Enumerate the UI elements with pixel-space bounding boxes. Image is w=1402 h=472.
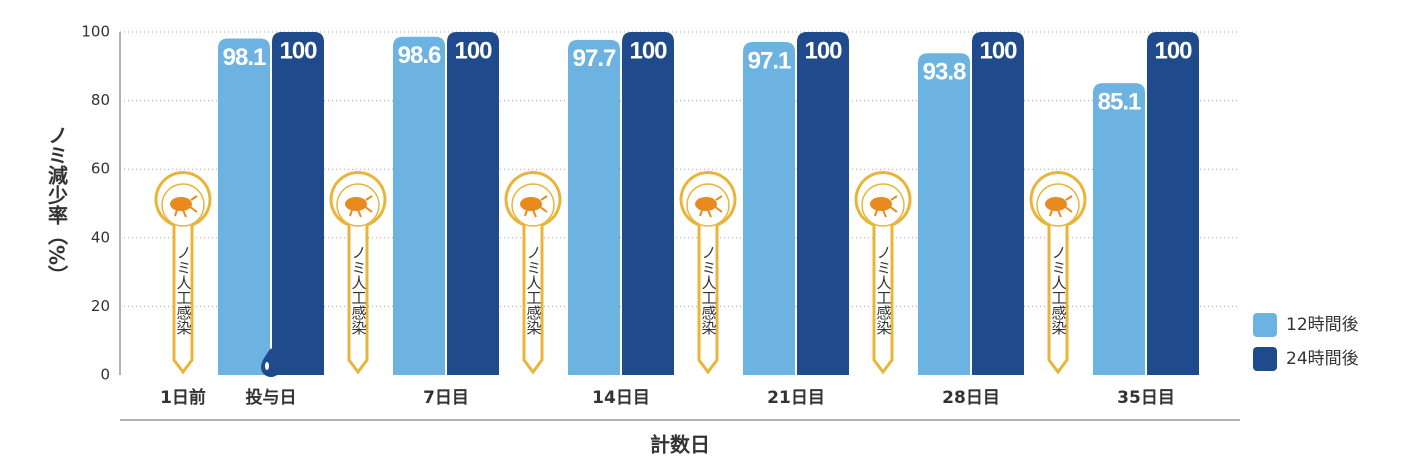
y-tick-label: 40 bbox=[91, 228, 110, 246]
flea-icon bbox=[1045, 197, 1067, 211]
annotation: ノミ人工感染 bbox=[700, 245, 718, 335]
bar bbox=[622, 32, 674, 375]
flea-icon bbox=[870, 197, 892, 211]
flea-icon bbox=[345, 197, 367, 211]
bar bbox=[218, 38, 270, 375]
value-label: 98.6 bbox=[398, 42, 441, 69]
value-label: 93.8 bbox=[923, 59, 966, 86]
y-tick-label: 0 bbox=[100, 366, 110, 384]
bar bbox=[393, 36, 445, 375]
flea-legs bbox=[699, 195, 723, 218]
y-axis-label: ノミ減少率（%） bbox=[45, 125, 69, 285]
x-tick-label: 7日目 bbox=[423, 388, 469, 408]
drop-icon bbox=[261, 348, 281, 377]
marker-shape bbox=[1029, 171, 1087, 375]
annotation: ノミ人工感染 bbox=[875, 245, 893, 335]
value-label: 100 bbox=[1154, 37, 1192, 64]
bar bbox=[447, 32, 499, 375]
bar bbox=[743, 41, 795, 376]
annotation: ノミ人工感染 bbox=[525, 245, 543, 335]
flea-icon bbox=[520, 197, 542, 211]
annotation: ノミ人工感染 bbox=[1050, 245, 1068, 335]
bar bbox=[972, 32, 1024, 375]
infection-marker: ノミ人工感染 bbox=[154, 171, 212, 375]
value-label: 100 bbox=[804, 37, 842, 64]
legend-swatch bbox=[1253, 313, 1277, 337]
bar bbox=[1093, 83, 1145, 376]
bar bbox=[797, 32, 849, 375]
legend-swatch bbox=[1253, 347, 1277, 371]
flea-legs bbox=[349, 195, 373, 218]
legend-label: 24時間後 bbox=[1286, 349, 1359, 369]
annotation: ノミ人工感染 bbox=[175, 245, 193, 335]
flea-legs bbox=[174, 195, 198, 218]
y-tick-label: 80 bbox=[91, 91, 110, 109]
bar bbox=[568, 39, 620, 375]
infection-marker: ノミ人工感染 bbox=[504, 171, 562, 375]
bar bbox=[1147, 32, 1199, 375]
flea-legs bbox=[1049, 195, 1073, 218]
marker-shape bbox=[854, 171, 912, 375]
bar bbox=[918, 53, 970, 376]
legend-label: 12時間後 bbox=[1286, 315, 1359, 335]
bar bbox=[272, 32, 324, 375]
annotation: ノミ人工感染 bbox=[350, 245, 368, 335]
drop-shine bbox=[265, 362, 269, 370]
value-label: 100 bbox=[454, 37, 492, 64]
y-tick-label: 100 bbox=[81, 23, 110, 41]
infection-marker: ノミ人工感染 bbox=[1029, 171, 1087, 375]
x-tick-label: 投与日 bbox=[246, 387, 297, 408]
flea-legs bbox=[524, 195, 548, 218]
marker-shape bbox=[679, 171, 737, 375]
x-tick-label: 35日目 bbox=[1117, 388, 1175, 408]
infection-marker: ノミ人工感染 bbox=[679, 171, 737, 375]
value-label: 100 bbox=[979, 37, 1017, 64]
value-label: 100 bbox=[629, 37, 667, 64]
value-label: 97.7 bbox=[573, 45, 616, 72]
infection-marker: ノミ人工感染 bbox=[854, 171, 912, 375]
x-axis-label: 計数日 bbox=[650, 433, 710, 457]
infection-marker: ノミ人工感染 bbox=[329, 171, 387, 375]
value-label: 97.1 bbox=[748, 47, 791, 74]
x-tick-label: 1日前 bbox=[160, 387, 206, 408]
marker-shape bbox=[504, 171, 562, 375]
value-label: 100 bbox=[279, 37, 317, 64]
value-label: 98.1 bbox=[223, 44, 266, 71]
x-tick-label: 28日目 bbox=[942, 388, 1000, 408]
y-tick-label: 20 bbox=[91, 297, 110, 315]
marker-shape bbox=[154, 171, 212, 375]
flea-icon bbox=[170, 197, 192, 211]
y-tick-label: 60 bbox=[91, 160, 110, 178]
flea-icon bbox=[695, 197, 717, 211]
x-tick-label: 14日目 bbox=[592, 388, 650, 408]
flea-legs bbox=[874, 195, 898, 218]
x-tick-label: 21日目 bbox=[767, 388, 825, 408]
marker-shape bbox=[329, 171, 387, 375]
value-label: 85.1 bbox=[1098, 88, 1141, 115]
